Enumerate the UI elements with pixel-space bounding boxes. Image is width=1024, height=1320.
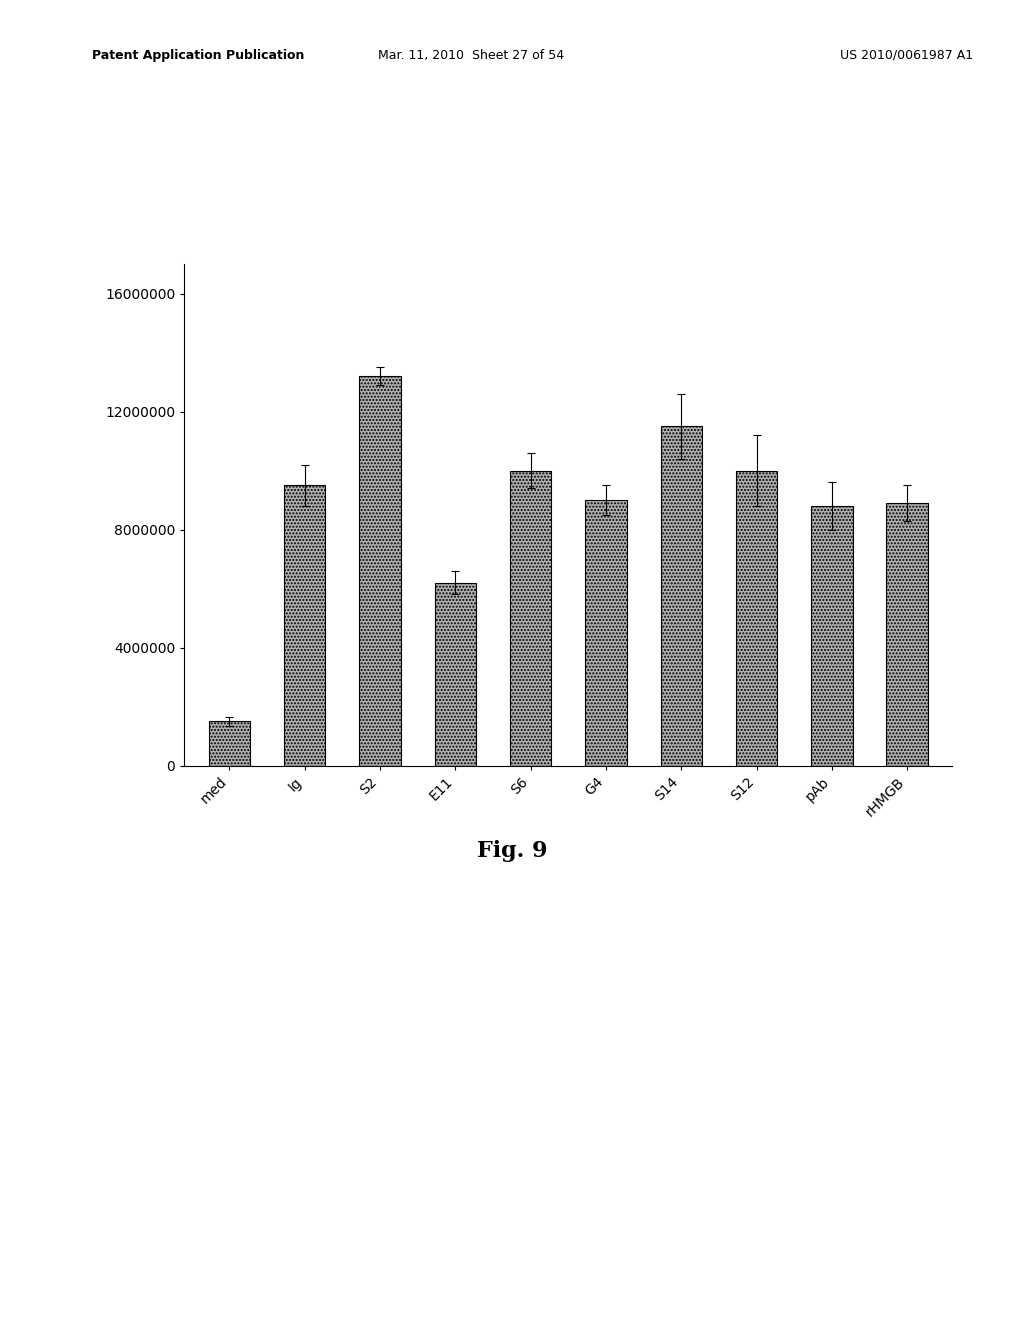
Bar [811,506,853,766]
Bar [660,426,702,766]
Bar [434,582,476,766]
Text: US 2010/0061987 A1: US 2010/0061987 A1 [840,49,973,62]
Text: Fig. 9: Fig. 9 [477,841,547,862]
Text: Mar. 11, 2010  Sheet 27 of 54: Mar. 11, 2010 Sheet 27 of 54 [378,49,564,62]
Text: Patent Application Publication: Patent Application Publication [92,49,304,62]
Bar [887,503,928,766]
Bar [359,376,400,766]
Bar [586,500,627,766]
Bar [209,721,250,766]
Bar [284,486,326,766]
Bar [736,470,777,766]
Bar [510,470,551,766]
